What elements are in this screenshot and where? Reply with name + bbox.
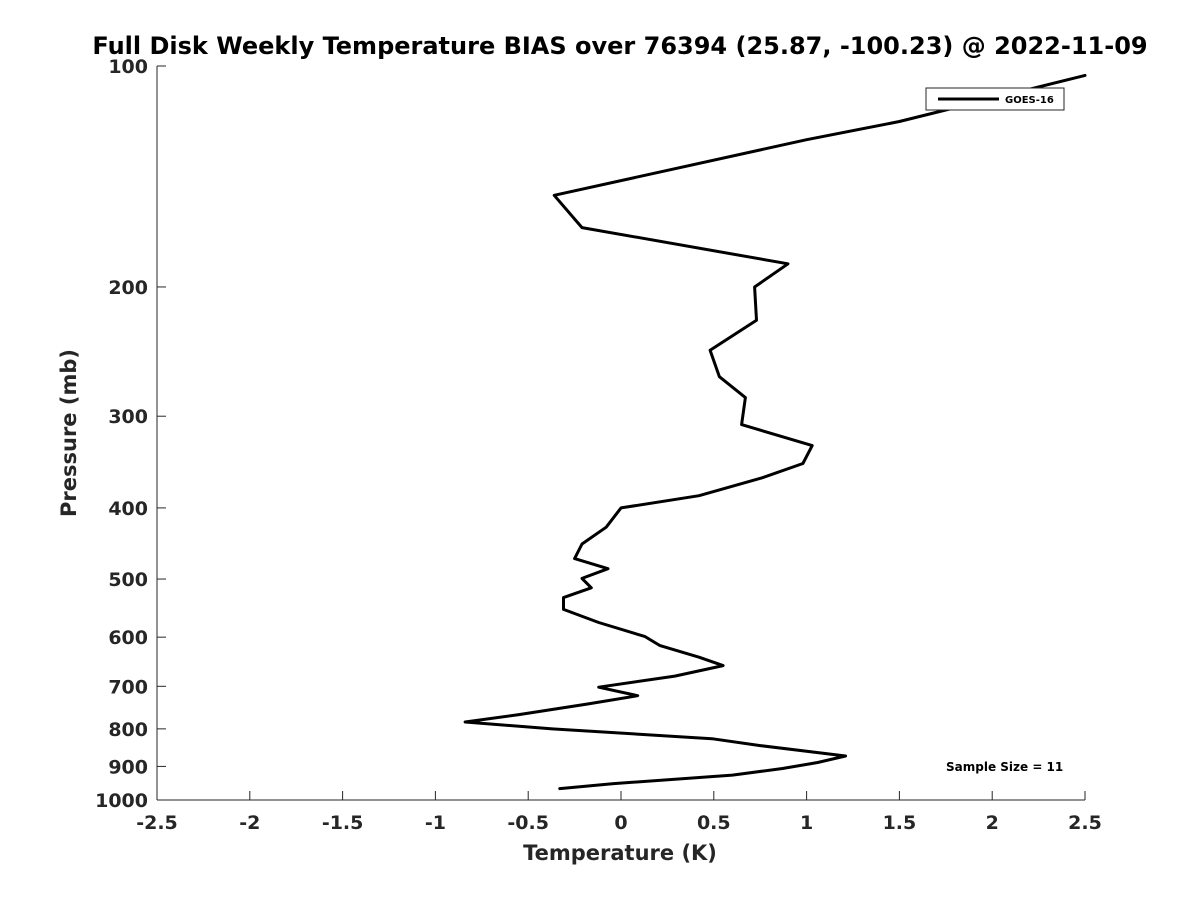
y-ticks: 100 200 300 400 500 600 700 800 900 1000 bbox=[95, 56, 166, 812]
x-tick-label: -0.5 bbox=[507, 812, 549, 834]
y-tick-label: 600 bbox=[108, 627, 148, 649]
legend: GOES-16 bbox=[925, 87, 1065, 111]
x-tick-label: -2.5 bbox=[136, 812, 178, 834]
y-tick-label: 700 bbox=[108, 676, 148, 698]
y-axis-label: Pressure (mb) bbox=[57, 349, 81, 517]
x-ticks: -2.5 -2 -1.5 -1 -0.5 0 0.5 1 1.5 2 2.5 bbox=[136, 791, 1102, 834]
plot-lines bbox=[463, 73, 1087, 791]
x-tick-label: -2 bbox=[239, 812, 260, 834]
chart-title: Full Disk Weekly Temperature BIAS over 7… bbox=[92, 32, 1147, 60]
x-tick-label: -1.5 bbox=[322, 812, 364, 834]
x-tick-label: 0.5 bbox=[697, 812, 731, 834]
x-tick-label: 1.5 bbox=[883, 812, 917, 834]
x-tick-label: 2.5 bbox=[1068, 812, 1102, 834]
x-axis-label: Temperature (K) bbox=[523, 841, 717, 865]
sample-size-annotation: Sample Size = 11 bbox=[946, 760, 1063, 774]
y-tick-label: 800 bbox=[108, 719, 148, 741]
legend-label-goes-16: GOES-16 bbox=[1005, 95, 1054, 106]
axes bbox=[156, 66, 1085, 801]
y-tick-label: 100 bbox=[108, 56, 148, 78]
x-tick-label: -1 bbox=[425, 812, 446, 834]
y-tick-label: 200 bbox=[108, 277, 148, 299]
x-tick-label: 1 bbox=[800, 812, 813, 834]
y-tick-label: 500 bbox=[108, 569, 148, 591]
y-tick-label: 400 bbox=[108, 498, 148, 520]
x-tick-label: 0 bbox=[614, 812, 627, 834]
y-tick-label: 900 bbox=[108, 756, 148, 778]
x-tick-label: 2 bbox=[986, 812, 999, 834]
y-tick-label: 1000 bbox=[95, 790, 148, 812]
y-tick-label: 300 bbox=[108, 406, 148, 428]
series-line-goes-16 bbox=[463, 73, 1087, 791]
